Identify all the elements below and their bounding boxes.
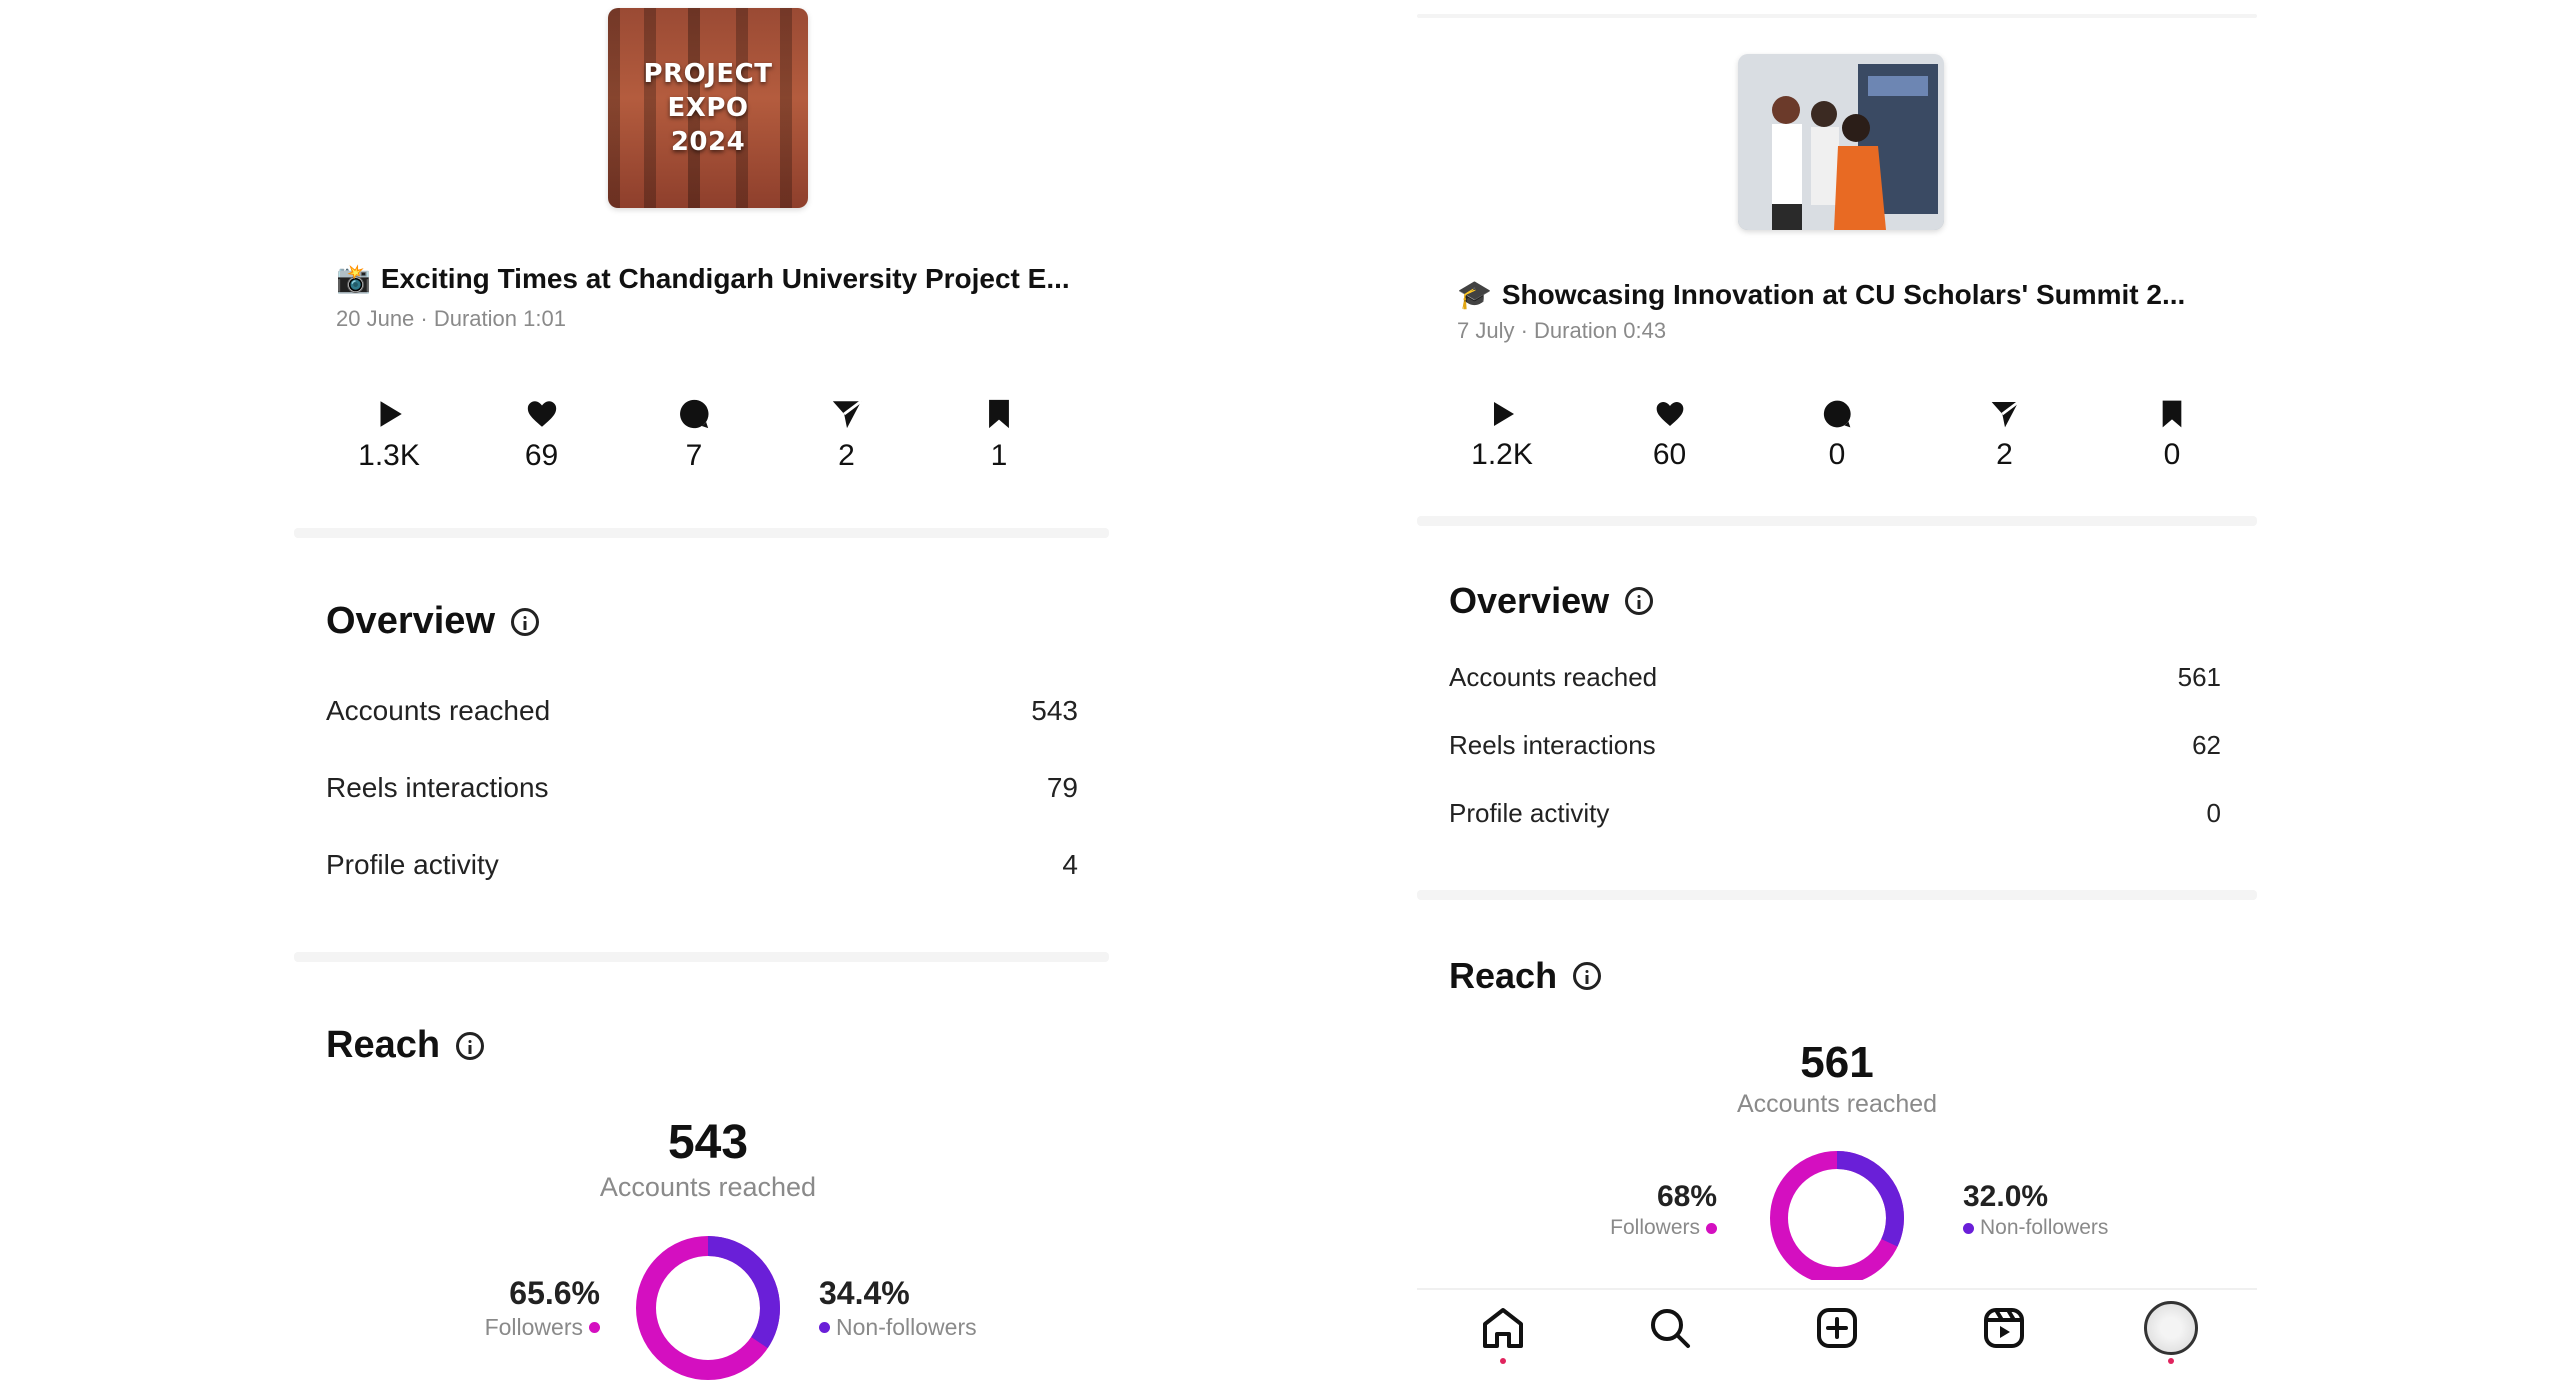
post-title: 🎓 Showcasing Innovation at CU Scholars' …	[1457, 278, 2186, 311]
reels-tab[interactable]	[1974, 1298, 2034, 1358]
section-divider	[1417, 516, 2257, 526]
overview-heading: Overview	[326, 600, 539, 643]
followers-label: 68% Followers	[1610, 1180, 1717, 1239]
profile-avatar	[2144, 1301, 2198, 1355]
comments-stat: 0	[1792, 398, 1882, 472]
saves-stat: 0	[2127, 398, 2217, 472]
bookmark-icon	[989, 399, 1009, 429]
saves-stat: 1	[954, 397, 1044, 473]
section-divider	[294, 952, 1109, 962]
shares-stat: 2	[1960, 398, 2050, 472]
reach-total: 543 Accounts reached	[599, 1116, 817, 1202]
overview-row[interactable]: Profile activity 0	[1449, 798, 2221, 828]
overview-heading: Overview	[1449, 580, 1654, 622]
reel-thumbnail[interactable]	[1738, 54, 1944, 230]
reel-thumbnail[interactable]: PROJECT EXPO 2024	[608, 8, 808, 208]
summit-photo	[1738, 54, 1944, 230]
comments-stat: 7	[649, 397, 739, 473]
home-tab[interactable]	[1473, 1298, 1533, 1364]
search-icon	[1651, 1309, 1690, 1348]
notification-dot	[2168, 1358, 2174, 1364]
likes-stat: 69	[497, 397, 587, 473]
post-title: 📸 Exciting Times at Chandigarh Universit…	[336, 262, 1070, 295]
info-icon[interactable]	[456, 1031, 485, 1060]
non-followers-dot	[1963, 1222, 1974, 1234]
create-tab[interactable]	[1807, 1298, 1867, 1358]
thumbnail-caption: PROJECT EXPO 2024	[643, 59, 773, 157]
home-icon	[1483, 1308, 1523, 1348]
reach-total: 561 Accounts reached	[1736, 1038, 1938, 1118]
non-followers-segment	[1770, 1151, 1904, 1280]
create-icon	[1817, 1308, 1857, 1348]
reach-heading: Reach	[326, 1024, 485, 1067]
non-followers-segment	[636, 1236, 780, 1380]
engagement-stats: 1.2K 60 0 2 0	[1457, 398, 2217, 472]
non-followers-label: 32.0% Non-followers	[1963, 1180, 2109, 1239]
search-tab[interactable]	[1640, 1298, 1700, 1358]
comment-icon	[1823, 400, 1851, 428]
info-icon[interactable]	[1625, 587, 1654, 615]
overview-row[interactable]: Accounts reached 561	[1449, 662, 2221, 692]
likes-stat: 60	[1625, 398, 1715, 472]
shares-stat: 2	[802, 397, 892, 473]
followers-label: 65.6% Followers	[484, 1275, 600, 1340]
play-icon	[380, 401, 402, 427]
overview-row[interactable]: Reels interactions 79	[326, 772, 1078, 803]
bookmark-icon	[2162, 400, 2182, 428]
comment-icon	[680, 399, 709, 429]
plays-stat: 1.2K	[1457, 398, 1547, 472]
graduation-cap-emoji: 🎓	[1457, 279, 1492, 310]
camera-emoji: 📸	[336, 263, 371, 294]
non-followers-label: 34.4% Non-followers	[819, 1275, 977, 1340]
reach-donut-chart	[636, 1236, 780, 1380]
info-icon[interactable]	[1573, 962, 1602, 990]
plays-stat: 1.3K	[344, 397, 434, 473]
bottom-navigation-bar	[1417, 1288, 2257, 1366]
post-meta: 7 July · Duration 0:43	[1457, 318, 1667, 343]
section-divider	[1417, 890, 2257, 900]
followers-dot	[1706, 1222, 1717, 1234]
non-followers-dot	[819, 1322, 830, 1333]
heart-icon	[1656, 402, 1683, 426]
play-icon	[1494, 402, 1514, 426]
reach-donut-chart	[1770, 1151, 1904, 1280]
left-reel-insights: PROJECT EXPO 2024 📸 Exciting Times at Ch…	[294, 0, 1109, 1380]
overview-row[interactable]: Accounts reached 543	[326, 695, 1078, 726]
share-icon	[832, 400, 862, 429]
info-icon[interactable]	[511, 607, 539, 636]
share-icon	[1991, 400, 2019, 428]
notification-dot	[1500, 1358, 1506, 1364]
post-meta: 20 June · Duration 1:01	[336, 306, 566, 331]
overview-row[interactable]: Reels interactions 62	[1449, 730, 2221, 760]
engagement-stats: 1.3K 69 7 2 1	[344, 397, 1044, 473]
heart-icon	[527, 401, 556, 427]
profile-tab[interactable]	[2141, 1298, 2201, 1364]
followers-dot	[589, 1322, 600, 1333]
top-divider	[1417, 14, 2257, 18]
reels-icon	[1984, 1308, 2024, 1348]
section-divider	[294, 528, 1109, 538]
right-reel-insights: 🎓 Showcasing Innovation at CU Scholars' …	[1417, 0, 2257, 1366]
reach-heading: Reach	[1449, 955, 1602, 997]
overview-row[interactable]: Profile activity 4	[326, 849, 1078, 880]
